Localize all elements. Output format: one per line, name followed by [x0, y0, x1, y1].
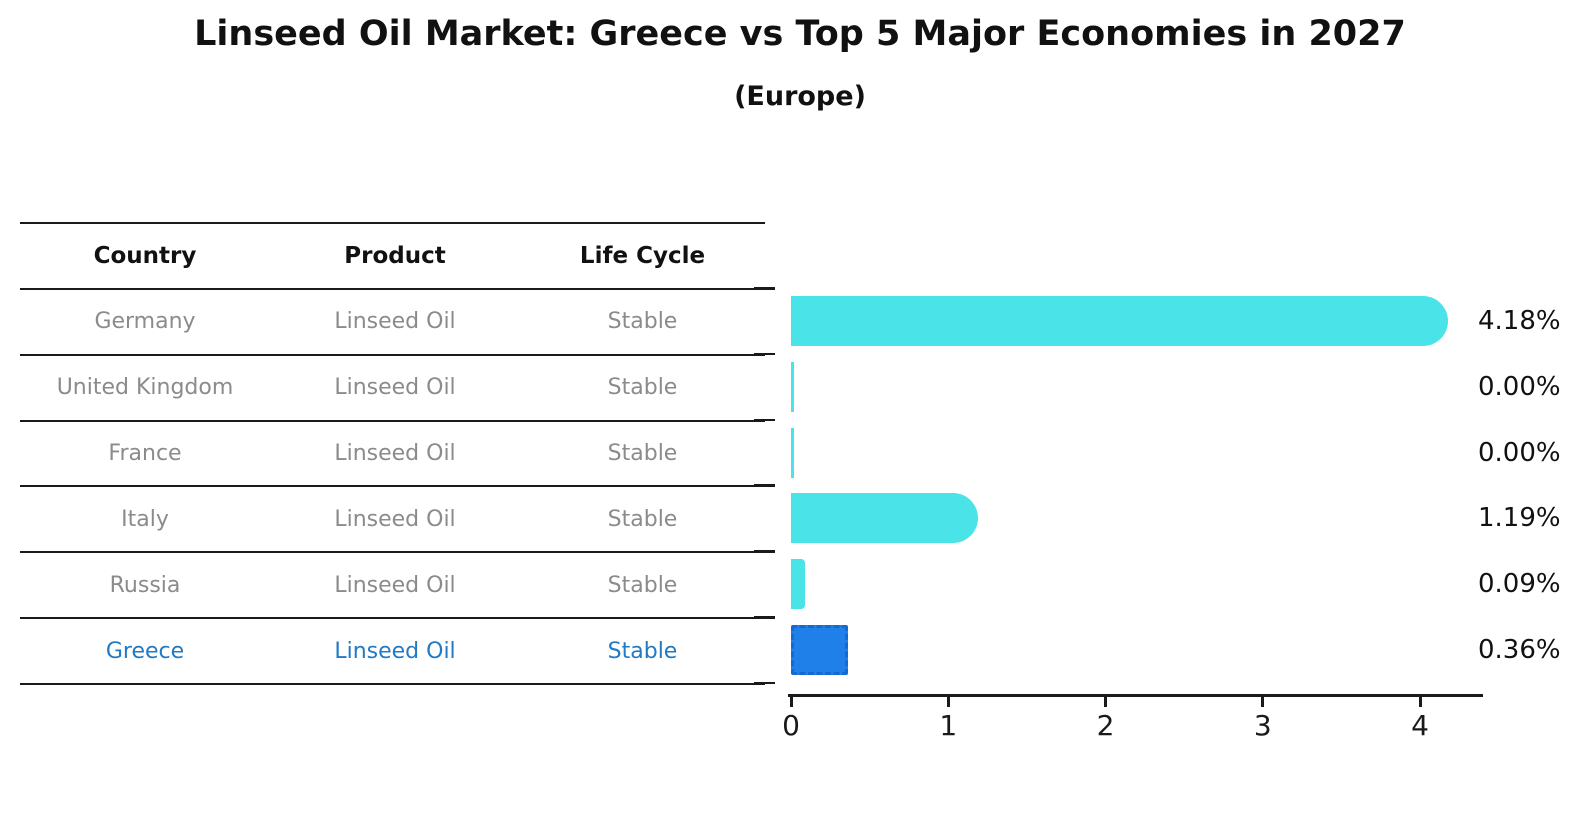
cell-product: Linseed Oil — [334, 638, 456, 664]
bar-russia — [791, 559, 806, 610]
cell-country: Germany — [94, 309, 196, 335]
y-tick — [754, 550, 775, 553]
cell-product: Linseed Oil — [334, 572, 456, 598]
value-label: 0.00% — [1478, 371, 1561, 402]
bar-greece — [791, 625, 848, 676]
y-tick — [754, 484, 775, 487]
cell-life-cycle: Stable — [607, 441, 678, 467]
cell-product: Linseed Oil — [334, 375, 456, 401]
table-row: Greece Linseed Oil Stable — [20, 619, 765, 685]
header-cell-life-cycle: Life Cycle — [579, 243, 706, 269]
chart-title: Linseed Oil Market: Greece vs Top 5 Majo… — [194, 14, 1406, 54]
bar-france — [791, 427, 794, 478]
table-row: France Linseed Oil Stable — [20, 422, 765, 488]
cell-country: United Kingdom — [56, 375, 234, 401]
y-tick — [754, 287, 775, 290]
x-axis-line — [788, 694, 1483, 697]
bar-germany — [791, 295, 1449, 346]
data-table: Country Product Life Cycle Germany Linsee… — [20, 222, 765, 685]
bar-italy — [791, 493, 979, 544]
header-cell-product: Product — [344, 243, 446, 269]
x-tick-label: 0 — [782, 709, 800, 742]
y-tick — [754, 616, 775, 619]
y-tick — [754, 352, 775, 356]
value-label: 0.00% — [1478, 437, 1561, 468]
table-body: Germany Linseed Oil Stable United Kingdom Li… — [20, 290, 765, 685]
value-label: 4.18% — [1478, 305, 1561, 336]
value-label: 0.36% — [1478, 635, 1561, 666]
x-tick — [1418, 694, 1422, 707]
cell-life-cycle: Stable — [607, 506, 678, 532]
cell-product: Linseed Oil — [334, 441, 456, 467]
cell-country: France — [108, 441, 182, 467]
x-tick-label: 1 — [939, 709, 958, 742]
cell-life-cycle: Stable — [607, 309, 678, 335]
table-row: Italy Linseed Oil Stable — [20, 487, 765, 554]
cell-product: Linseed Oil — [334, 506, 456, 532]
bar-united-kingdom — [791, 361, 794, 412]
table-row: United Kingdom Linseed Oil Stable — [20, 356, 765, 422]
x-tick-label: 4 — [1411, 709, 1429, 742]
table-row: Russia Linseed Oil Stable — [20, 553, 765, 620]
x-tick — [1261, 694, 1265, 707]
cell-product: Linseed Oil — [334, 309, 456, 335]
value-label: 1.19% — [1478, 503, 1561, 534]
header-cell-country: Country — [93, 243, 197, 269]
cell-life-cycle: Stable — [607, 638, 678, 664]
x-tick — [789, 694, 793, 707]
x-tick-label: 3 — [1253, 709, 1272, 742]
cell-country: Russia — [109, 572, 181, 598]
chart-subtitle: (Europe) — [734, 81, 866, 112]
cell-life-cycle: Stable — [607, 572, 678, 598]
y-tick — [754, 681, 775, 685]
cell-country: Greece — [105, 638, 185, 664]
table-row: Germany Linseed Oil Stable — [20, 290, 765, 356]
x-tick-label: 2 — [1096, 709, 1115, 742]
x-tick — [946, 694, 950, 707]
y-tick — [754, 418, 775, 422]
table-header-row: Country Product Life Cycle — [20, 224, 765, 290]
cell-country: Italy — [121, 506, 169, 532]
cell-life-cycle: Stable — [607, 375, 678, 401]
value-label: 0.09% — [1478, 569, 1561, 600]
x-tick — [1104, 694, 1108, 707]
